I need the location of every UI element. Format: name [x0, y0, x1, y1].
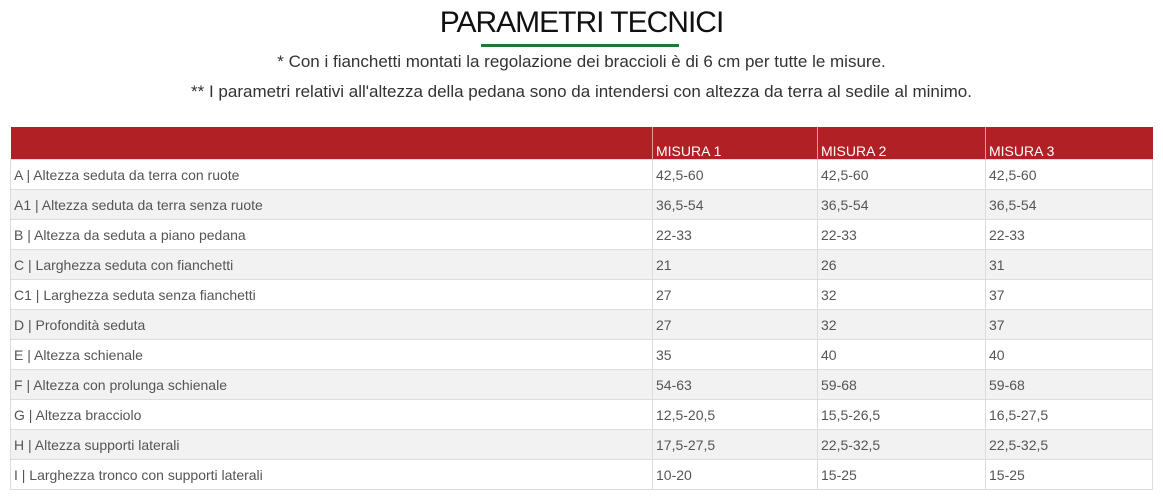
- table-header-row: MISURA 1 MISURA 2 MISURA 3: [10, 127, 1153, 160]
- table-row: B | Altezza da seduta a piano pedana 22-…: [10, 219, 1153, 250]
- misura-2-value: 42,5-60: [817, 159, 986, 190]
- table-row: G | Altezza bracciolo 12,5-20,5 15,5-26,…: [10, 399, 1153, 430]
- misura-2-value: 26: [817, 249, 986, 280]
- parameters-table: MISURA 1 MISURA 2 MISURA 3 A | Altezza s…: [10, 127, 1153, 490]
- parameter-label: A | Altezza seduta da terra con ruote: [10, 159, 653, 190]
- misura-2-value: 32: [817, 309, 986, 340]
- parameter-label: G | Altezza bracciolo: [10, 399, 653, 430]
- misura-1-value: 27: [652, 309, 818, 340]
- table-row: E | Altezza schienale 35 40 40: [10, 339, 1153, 370]
- misura-3-value: 36,5-54: [985, 189, 1153, 220]
- parameter-label: E | Altezza schienale: [10, 339, 653, 370]
- header-cell-misura-1: MISURA 1: [652, 127, 818, 160]
- misura-1-value: 42,5-60: [652, 159, 818, 190]
- misura-2-value: 32: [817, 279, 986, 310]
- misura-2-value: 40: [817, 339, 986, 370]
- misura-1-value: 12,5-20,5: [652, 399, 818, 430]
- misura-3-value: 37: [985, 309, 1153, 340]
- misura-1-value: 21: [652, 249, 818, 280]
- misura-1-value: 17,5-27,5: [652, 429, 818, 460]
- note-armrest: * Con i fianchetti montati la regolazion…: [277, 52, 886, 71]
- misura-1-value: 22-33: [652, 219, 818, 250]
- misura-3-value: 37: [985, 279, 1153, 310]
- header-cell-misura-2: MISURA 2: [817, 127, 986, 160]
- parameter-label: C | Larghezza seduta con fianchetti: [10, 249, 653, 280]
- parameter-label: B | Altezza da seduta a piano pedana: [10, 219, 653, 250]
- header-cell-misura-3: MISURA 3: [985, 127, 1153, 160]
- table-row: A1 | Altezza seduta da terra senza ruote…: [10, 189, 1153, 220]
- misura-2-value: 22,5-32,5: [817, 429, 986, 460]
- parameter-label: I | Larghezza tronco con supporti latera…: [10, 459, 653, 490]
- table-row: A | Altezza seduta da terra con ruote 42…: [10, 159, 1153, 190]
- section-title: PARAMETRI TECNICI: [439, 6, 725, 39]
- misura-2-value: 15,5-26,5: [817, 399, 986, 430]
- misura-3-value: 22,5-32,5: [985, 429, 1153, 460]
- table-row: H | Altezza supporti laterali 17,5-27,5 …: [10, 429, 1153, 460]
- header-cell-parameter: [10, 127, 653, 160]
- table-row: C | Larghezza seduta con fianchetti 21 2…: [10, 249, 1153, 280]
- parameter-label: H | Altezza supporti laterali: [10, 429, 653, 460]
- misura-2-value: 36,5-54: [817, 189, 986, 220]
- misura-2-value: 59-68: [817, 369, 986, 400]
- misura-3-value: 40: [985, 339, 1153, 370]
- misura-1-value: 10-20: [652, 459, 818, 490]
- misura-1-value: 36,5-54: [652, 189, 818, 220]
- note-footrest: ** I parametri relativi all'altezza dell…: [191, 82, 972, 101]
- parameter-label: A1 | Altezza seduta da terra senza ruote: [10, 189, 653, 220]
- misura-3-value: 22-33: [985, 219, 1153, 250]
- misura-2-value: 15-25: [817, 459, 986, 490]
- misura-3-value: 42,5-60: [985, 159, 1153, 190]
- title-underline: [481, 44, 679, 47]
- misura-3-value: 16,5-27,5: [985, 399, 1153, 430]
- table-row: F | Altezza con prolunga schienale 54-63…: [10, 369, 1153, 400]
- parameter-label: F | Altezza con prolunga schienale: [10, 369, 653, 400]
- misura-1-value: 54-63: [652, 369, 818, 400]
- misura-3-value: 59-68: [985, 369, 1153, 400]
- misura-1-value: 27: [652, 279, 818, 310]
- misura-1-value: 35: [652, 339, 818, 370]
- misura-2-value: 22-33: [817, 219, 986, 250]
- misura-3-value: 15-25: [985, 459, 1153, 490]
- table-row: C1 | Larghezza seduta senza fianchetti 2…: [10, 279, 1153, 310]
- parameter-label: C1 | Larghezza seduta senza fianchetti: [10, 279, 653, 310]
- misura-3-value: 31: [985, 249, 1153, 280]
- parameter-label: D | Profondità seduta: [10, 309, 653, 340]
- table-row: D | Profondità seduta 27 32 37: [10, 309, 1153, 340]
- table-row: I | Larghezza tronco con supporti latera…: [10, 459, 1153, 490]
